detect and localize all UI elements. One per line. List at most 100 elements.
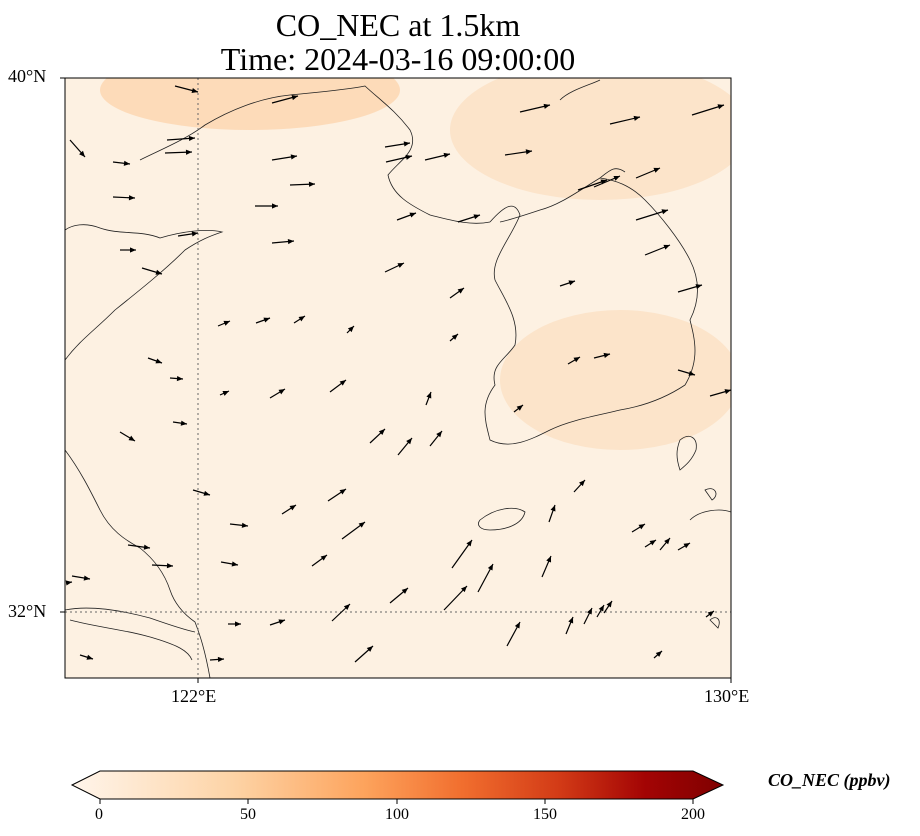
wind-arrow-head xyxy=(638,524,645,530)
wind-arrow-head xyxy=(185,149,192,155)
wind-arrow-head xyxy=(123,160,130,166)
wind-arrow-head xyxy=(241,522,248,528)
wind-arrow-head xyxy=(598,605,604,612)
wind-arrow-head xyxy=(586,608,592,615)
colorbar-title: CO_NEC (ppbv) xyxy=(768,770,891,790)
wind-arrow-head xyxy=(397,263,404,268)
wind-arrow-head xyxy=(180,420,187,426)
wind-arrow-head xyxy=(613,175,620,181)
wind-arrow-head xyxy=(287,238,294,245)
wind-arrow-head xyxy=(155,358,162,364)
wind-arrow-head xyxy=(231,561,238,567)
wind-arrow-head xyxy=(457,288,464,294)
wind-arrow-head xyxy=(451,334,458,340)
wind-arrow-head xyxy=(176,375,183,382)
wind-arrow-head xyxy=(579,480,585,487)
wind-arrow-head xyxy=(378,429,385,435)
wind-arrow-head xyxy=(695,284,702,290)
wind-arrow-head xyxy=(406,438,412,445)
wind-arrow-head xyxy=(347,326,354,333)
wind-arrow-head xyxy=(688,370,695,376)
gridlines xyxy=(65,78,731,678)
wind-arrow-head xyxy=(409,212,416,218)
wind-arrow-head xyxy=(272,203,278,209)
lat-label-40: 40°N xyxy=(8,66,47,86)
wind-arrow-head xyxy=(79,150,85,157)
wind-arrow-head xyxy=(289,505,296,511)
lon-label-122: 122°E xyxy=(171,686,217,706)
colorbar-tick-100: 100 xyxy=(385,806,409,823)
wind-arrow-head xyxy=(223,320,230,326)
wind-arrow-head xyxy=(83,575,90,581)
wind-arrow-head xyxy=(339,380,346,386)
wind-arrow-head xyxy=(235,621,241,627)
wind-arrow-head xyxy=(128,195,135,201)
wind-arrow-head xyxy=(358,522,365,528)
concentration-field xyxy=(65,78,731,678)
wind-arrow-head xyxy=(606,601,612,608)
wind-arrow-head xyxy=(514,622,520,629)
wind-arrow-head xyxy=(166,563,173,569)
wind-vectors xyxy=(65,85,732,663)
wind-arrow-head xyxy=(320,555,327,561)
wind-arrow-head xyxy=(603,352,610,358)
wind-arrow-head xyxy=(222,391,229,396)
wind-arrow-head xyxy=(191,231,198,237)
wind-arrow-head xyxy=(128,435,135,441)
wind-arrow-head xyxy=(443,152,450,158)
wind-arrow-head xyxy=(546,556,552,563)
lat-label-32: 32°N xyxy=(8,601,47,621)
wind-arrow-head xyxy=(143,544,150,550)
wind-arrow-head xyxy=(217,656,224,663)
wind-arrow-head xyxy=(291,95,298,101)
lon-label-130: 130°E xyxy=(704,686,750,706)
wind-arrow-head xyxy=(263,317,270,323)
wind-arrow-head xyxy=(724,389,731,395)
wind-arrow-head xyxy=(707,611,714,617)
wind-arrow-head xyxy=(278,389,285,395)
wind-arrow-head xyxy=(466,540,472,547)
wind-arrow-head xyxy=(339,489,346,495)
wind-arrow-head xyxy=(130,247,136,253)
wind-arrow-head xyxy=(663,244,670,250)
wind-arrow-head xyxy=(473,214,480,220)
wind-arrow-head xyxy=(343,604,350,611)
wind-arrow-head xyxy=(633,115,640,121)
colorbar-tick-50: 50 xyxy=(240,806,256,823)
wind-arrow-head xyxy=(366,646,373,652)
wind-arrow-head xyxy=(405,154,412,160)
wind-arrow-head xyxy=(568,280,575,286)
colorbar-tick-150: 150 xyxy=(533,806,557,823)
wind-arrow-head xyxy=(65,580,72,586)
wind-arrow-head xyxy=(403,141,410,147)
wind-arrow-head xyxy=(655,651,662,657)
wind-arrow-head xyxy=(290,154,297,160)
colorbar-tick-200: 200 xyxy=(681,806,705,823)
wind-arrow-head xyxy=(188,135,195,142)
wind-arrow-head xyxy=(436,431,442,438)
wind-arrow-head xyxy=(308,181,315,187)
wind-arrow-head xyxy=(550,505,556,512)
title-time: Time: 2024-03-16 09:00:00 xyxy=(220,41,576,77)
wind-arrow-head xyxy=(278,619,285,625)
wind-arrow-head xyxy=(487,564,493,571)
wind-arrow-head xyxy=(568,617,574,624)
wind-arrow-head xyxy=(525,149,532,155)
wind-arrow-head xyxy=(664,538,670,545)
colorbar-tick-0: 0 xyxy=(95,806,103,823)
axis-ticks xyxy=(60,77,732,683)
wind-arrow-head xyxy=(543,103,550,109)
coastlines xyxy=(65,79,731,678)
map-frame xyxy=(64,77,732,679)
wind-arrow-head xyxy=(298,316,305,322)
wind-arrow-head xyxy=(649,540,656,546)
colorbar xyxy=(70,770,725,804)
wind-arrow-head xyxy=(460,586,467,593)
wind-arrow-head xyxy=(717,104,724,110)
wind-arrow-head xyxy=(155,269,162,275)
wind-arrow-head xyxy=(653,167,660,173)
wind-arrow-head xyxy=(191,87,198,94)
wind-arrow-head xyxy=(203,490,210,496)
wind-arrow-head xyxy=(86,654,93,660)
